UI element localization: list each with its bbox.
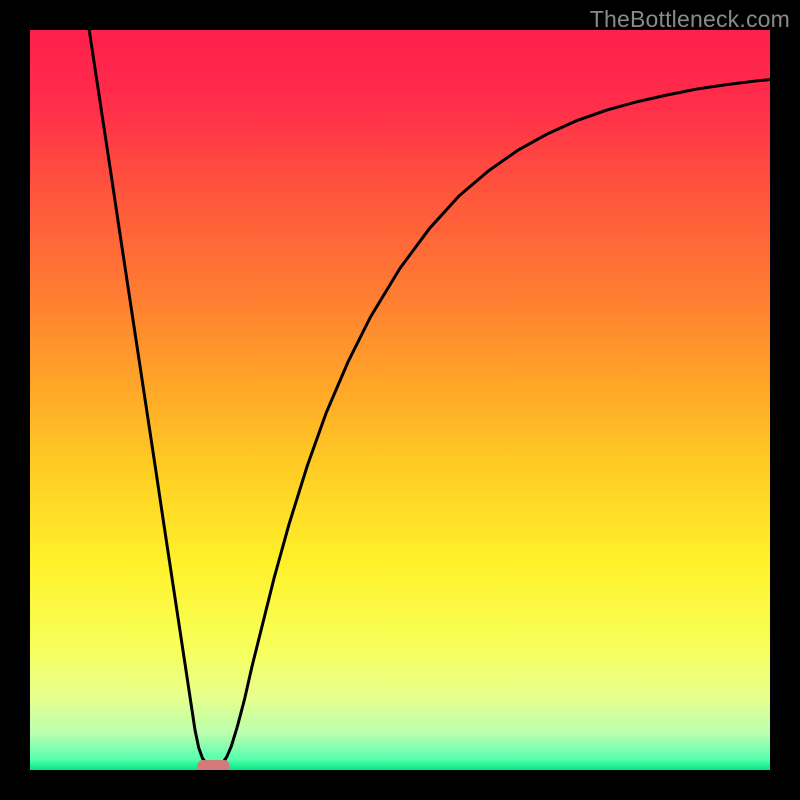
optimal-marker <box>197 760 230 770</box>
plot-area <box>30 30 770 770</box>
watermark-text: TheBottleneck.com <box>590 6 790 33</box>
gradient-background <box>30 30 770 770</box>
chart-frame: TheBottleneck.com <box>0 0 800 800</box>
plot-svg <box>30 30 770 770</box>
